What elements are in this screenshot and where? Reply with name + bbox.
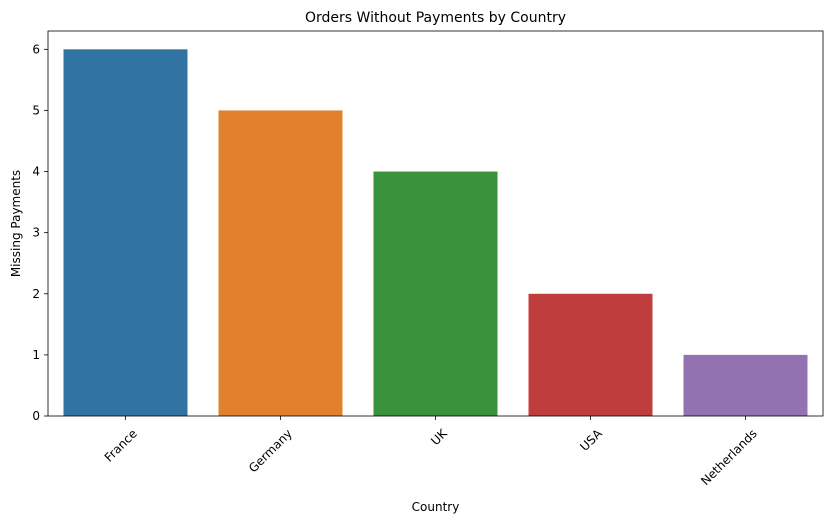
x-tick-label: UK <box>428 426 450 448</box>
x-tick-label: Netherlands <box>698 426 760 488</box>
bar-usa <box>528 293 653 416</box>
chart-title: Orders Without Payments by Country <box>305 10 566 26</box>
y-tick-label: 2 <box>32 287 40 301</box>
x-axis-ticks: France Germany UK USA Netherlands <box>102 416 760 488</box>
x-tick-label: USA <box>577 426 605 454</box>
y-tick-label: 4 <box>32 165 40 179</box>
y-tick-label: 0 <box>32 409 40 423</box>
x-axis-label: Country <box>412 500 460 514</box>
bar-germany <box>218 110 343 416</box>
plot-frame <box>47 30 824 417</box>
bar-uk <box>373 171 498 416</box>
y-axis-label: Missing Payments <box>9 170 23 277</box>
bars-group <box>63 49 808 416</box>
y-tick-label: 3 <box>32 226 40 240</box>
y-tick-label: 6 <box>32 42 40 56</box>
y-tick-label: 5 <box>32 103 40 117</box>
bar-netherlands <box>683 354 808 416</box>
bar-france <box>63 49 188 416</box>
x-tick-label: France <box>102 426 140 464</box>
y-tick-label: 1 <box>32 348 40 362</box>
x-tick-label: Germany <box>246 426 295 475</box>
y-axis-ticks: 0 1 2 3 4 5 6 <box>32 42 48 423</box>
